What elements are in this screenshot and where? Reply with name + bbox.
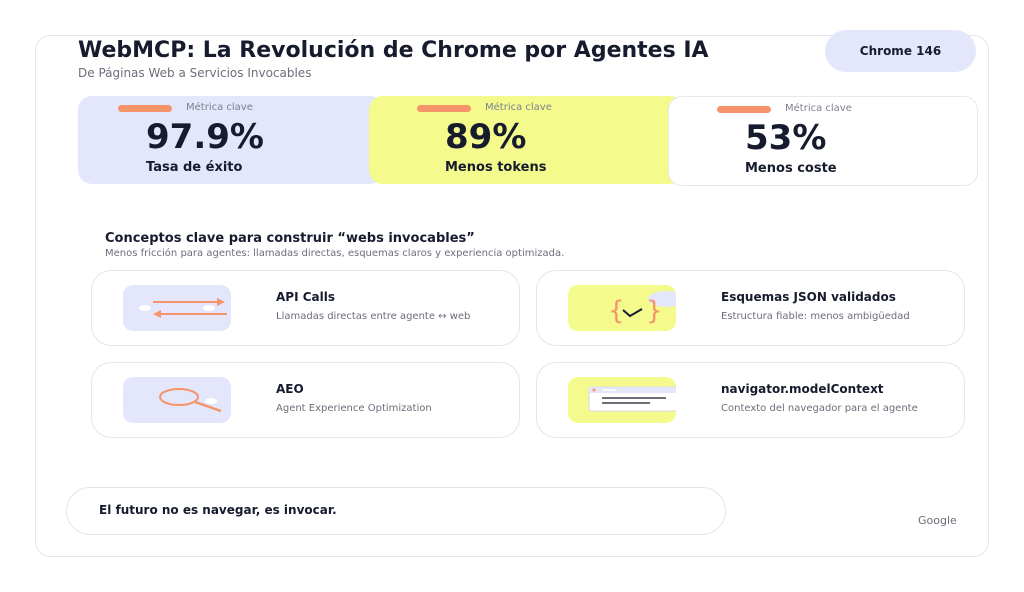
concept-card-json-schemas: { } Esquemas JSON validados Estructura f… [536,270,965,346]
brand-label: Google [918,514,957,527]
metric-card-success: Métrica clave 97.9% Tasa de éxito [78,96,384,184]
card-title: API Calls [276,290,335,304]
accent-dot [717,106,771,113]
metric-label: Métrica clave [485,102,552,113]
metric-description: Menos coste [745,161,837,176]
card-title: AEO [276,382,304,396]
concept-card-aeo: AEO Agent Experience Optimization [91,362,520,438]
card-description: Estructura fiable: menos ambigüedad [721,311,910,322]
magnifier-icon [123,377,231,423]
metric-label: Métrica clave [785,103,852,114]
metric-card-cost: Métrica clave 53% Menos coste [668,96,978,186]
tagline-text: El futuro no es navegar, es invocar. [99,503,337,517]
card-description: Llamadas directas entre agente ↔ web [276,311,471,322]
page-title: WebMCP: La Revolución de Chrome por Agen… [78,38,709,63]
browser-window-icon [568,377,678,423]
concept-card-model-context: navigator.modelContext Contexto del nave… [536,362,965,438]
metric-label: Métrica clave [186,102,253,113]
metric-card-tokens: Métrica clave 89% Menos tokens [369,96,684,184]
accent-dot [118,105,172,112]
accent-dot [417,105,471,112]
metric-value: 53% [745,118,827,158]
arrows-exchange-icon [123,285,231,331]
svg-text:{: { [608,296,625,326]
card-description: Contexto del navegador para el agente [721,403,918,414]
metric-value: 97.9% [146,117,264,157]
version-badge: Chrome 146 [825,30,976,72]
card-title: Esquemas JSON validados [721,290,896,304]
svg-text:}: } [646,296,663,326]
page-subtitle: De Páginas Web a Servicios Invocables [78,66,312,80]
tagline-pill: El futuro no es navegar, es invocar. [66,487,726,535]
card-title: navigator.modelContext [721,382,884,396]
section-subtitle: Menos fricción para agentes: llamadas di… [105,248,565,259]
metric-description: Menos tokens [445,160,547,175]
card-description: Agent Experience Optimization [276,403,432,414]
metric-description: Tasa de éxito [146,160,243,175]
json-check-icon: { } [568,285,684,331]
concept-card-api-calls: API Calls Llamadas directas entre agente… [91,270,520,346]
section-title: Conceptos clave para construir “webs inv… [105,231,475,246]
metric-value: 89% [445,117,527,157]
